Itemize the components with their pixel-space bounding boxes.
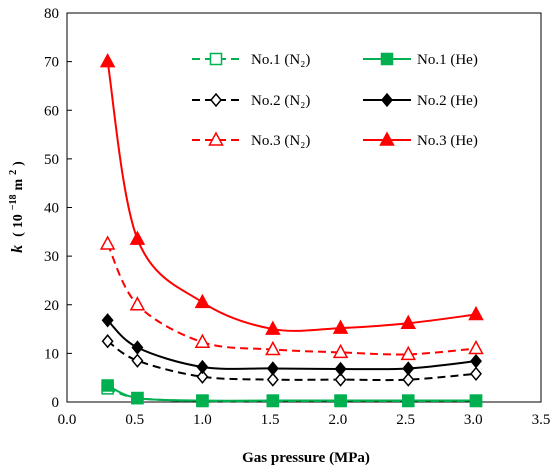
y-axis-title: k ( 10 −18 m 2 ) (3, 161, 26, 253)
y-tick-label: 20 (44, 298, 59, 314)
y-axis-open-paren: ( (11, 232, 26, 237)
y-axis-unit-m-exponent: 2 (8, 170, 19, 175)
series-5 (99, 235, 484, 361)
legend-marker (381, 92, 393, 108)
data-point (196, 394, 209, 407)
y-axis-unit-m: m (11, 178, 26, 190)
data-point (402, 361, 415, 376)
data-point (266, 372, 279, 387)
data-point (194, 293, 211, 309)
data-point (99, 53, 116, 68)
legend-label: No.3 (He) (417, 133, 478, 149)
data-point (468, 305, 484, 321)
data-point (266, 394, 280, 407)
series-line (107, 384, 476, 402)
y-tick-label: 30 (44, 249, 59, 265)
data-point (101, 379, 114, 392)
x-axis-title: Gas pressure (MPa) (242, 450, 370, 466)
x-tick-label: 3.5 (532, 412, 550, 428)
data-point (334, 394, 347, 407)
data-point (265, 320, 281, 335)
x-tick-label: 2.0 (328, 412, 347, 428)
legend-item: No.1 (N₂) (192, 52, 310, 68)
y-tick-label: 40 (44, 201, 59, 217)
data-point (131, 340, 144, 355)
data-point (400, 345, 417, 361)
data-point (400, 314, 417, 329)
data-point (468, 339, 484, 355)
legend-item: No.2 (He) (363, 92, 478, 109)
y-axis-symbol: k (9, 245, 26, 253)
legend-item: No.3 (N₂) (192, 131, 310, 149)
series-2 (101, 379, 483, 407)
x-tick-label: 0.5 (125, 412, 144, 428)
y-tick-label: 0 (52, 395, 60, 411)
legend-item: No.1 (He) (363, 52, 478, 68)
legend-marker (209, 52, 223, 66)
series-line (106, 243, 477, 356)
y-tick-label: 60 (44, 103, 59, 119)
data-point (101, 313, 114, 328)
x-tick-label: 0.0 (58, 412, 77, 428)
data-point (99, 235, 116, 250)
series-4 (101, 313, 482, 377)
y-tick-label: 50 (44, 152, 59, 168)
legend: No.1 (N₂) No.1 (He) No.2 (N₂) No.2 (He) No.3… (192, 52, 478, 149)
data-point (129, 296, 146, 311)
series-line (107, 340, 477, 382)
data-point (194, 333, 211, 348)
y-axis-unit-base: 10 (11, 214, 26, 228)
series-line (106, 319, 477, 371)
data-point (196, 359, 209, 375)
x-tick-label: 3.0 (464, 412, 483, 428)
y-tick-label: 10 (44, 346, 59, 362)
data-point (196, 369, 209, 384)
y-tick-label: 80 (44, 6, 59, 22)
legend-item: No.3 (He) (363, 131, 478, 149)
series-6 (99, 53, 484, 335)
legend-marker (208, 131, 224, 146)
data-point (332, 343, 349, 359)
data-point (101, 334, 114, 349)
data-point (334, 361, 347, 377)
legend-label: No.2 (N₂) (251, 93, 310, 109)
legend-label: No.1 (N₂) (251, 52, 310, 68)
y-axis-close-paren: ) (11, 161, 26, 166)
legend-marker (210, 92, 222, 108)
legend-label: No.1 (He) (417, 52, 478, 68)
x-tick-label: 1.0 (193, 412, 212, 428)
legend-item: No.2 (N₂) (192, 92, 310, 109)
x-tick-label: 2.5 (396, 412, 415, 428)
data-point (469, 394, 483, 407)
data-point (470, 366, 482, 381)
y-axis-unit-exponent: −18 (8, 194, 19, 210)
legend-label: No.2 (He) (417, 93, 478, 109)
data-point (131, 353, 144, 368)
y-axis-ticks: 0 10 20 30 40 50 60 70 80 (44, 6, 72, 411)
data-point (402, 394, 415, 407)
data-point (131, 391, 144, 405)
data-point (332, 319, 349, 334)
data-point (266, 361, 279, 376)
data-point (470, 353, 482, 369)
series-3 (101, 334, 482, 387)
legend-marker (379, 131, 395, 146)
legend-label: No.3 (N₂) (251, 133, 310, 149)
x-tick-label: 1.5 (261, 412, 280, 428)
data-point (402, 372, 415, 387)
y-tick-label: 70 (44, 55, 59, 71)
series-1 (101, 382, 483, 408)
data-point (334, 372, 347, 387)
series-layer (99, 53, 484, 408)
legend-marker (380, 52, 394, 66)
data-point (265, 340, 281, 356)
data-point (129, 230, 146, 245)
